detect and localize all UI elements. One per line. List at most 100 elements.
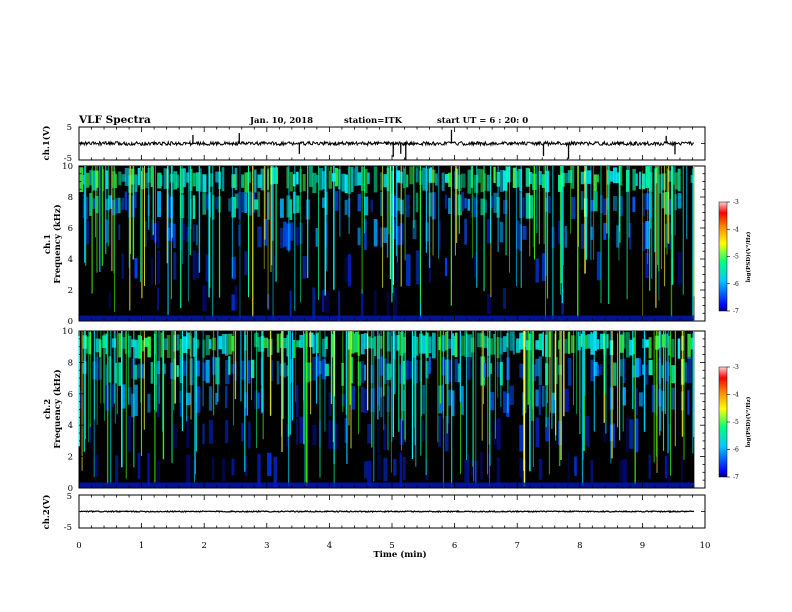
spectrogram-cell (215, 196, 219, 210)
spectrogram-cell (344, 418, 348, 444)
spectrogram-cell (302, 174, 306, 192)
spectrogram-cell (622, 459, 628, 485)
spectrogram-cell (157, 250, 161, 284)
spectrogram-cell (231, 458, 235, 476)
spectrogram-cell (606, 197, 609, 210)
spectrogram-cell (596, 251, 601, 281)
spectrogram-cell (425, 332, 429, 358)
spectrogram-cell (263, 218, 268, 246)
spectrogram-cell (596, 174, 599, 183)
spectrogram-cell (622, 387, 626, 406)
ch1-ytick-bottom: -5 (64, 154, 72, 164)
spectrogram-cell (302, 256, 307, 279)
spectrogram-cell (115, 455, 119, 483)
spectrogram-cell (212, 456, 215, 480)
spectrogram-cell (137, 167, 140, 186)
spectrogram-cell (473, 197, 477, 218)
spectrogram-cell (671, 387, 675, 410)
spectrogram-cell (257, 191, 260, 217)
spectrogram-cell (189, 335, 192, 357)
spectrogram-cell (587, 170, 592, 184)
ch2-colorbar-gradient (718, 366, 728, 478)
spectrogram-cell (393, 458, 397, 476)
x-axis-tick-labels: 0 1 2 3 4 5 6 7 8 9 10 (76, 541, 710, 551)
spectrogram-cell (157, 287, 160, 311)
spectrogram-cell (428, 257, 431, 283)
spectrogram-cell (108, 356, 112, 383)
spectrogram-cell (661, 173, 666, 191)
spectrogram-cell (186, 172, 190, 183)
spectrogram-cell (600, 195, 604, 214)
spectrogram-cell (486, 453, 491, 479)
spectrogram-cell (444, 257, 448, 276)
spectrogram-cell (402, 456, 406, 481)
spectrogram-cell (667, 362, 671, 376)
spectrogram-cell (105, 364, 108, 386)
spectrogram-cell (687, 356, 692, 384)
spectrogram-cell (486, 337, 490, 357)
ch2-colorbar-label: log(PSD)(V²/Hz) (745, 396, 752, 447)
ch1-spectrogram-panel: 0 2 4 6 8 10 ch.1 Frequency (kHz) (43, 162, 706, 327)
spectrogram-cell (593, 191, 598, 212)
spectrogram-cell (134, 192, 137, 208)
spectrogram-cell (516, 220, 520, 250)
spectrogram-cell (296, 195, 300, 213)
spectrogram-cell (134, 364, 138, 380)
spectrogram-cell (315, 332, 319, 354)
spectrogram-cell (157, 172, 162, 189)
spectrogram-cell (483, 199, 487, 213)
spectrogram-cell (406, 174, 409, 188)
spectrogram-cell (574, 456, 577, 476)
spectrogram-cell (144, 172, 149, 189)
spectrogram-cell (92, 170, 97, 191)
spectrogram-cell (503, 288, 506, 309)
spectrogram-cell (415, 359, 418, 384)
spectrogram-cell (173, 252, 177, 280)
spectrogram-cell (166, 334, 171, 358)
spectrogram-cell (528, 195, 534, 219)
ch1-spectrogram-ticks: 0 2 4 6 8 10 (62, 162, 706, 327)
spectrogram-cell (667, 222, 673, 250)
spectrogram-cell (642, 193, 645, 216)
spectrogram-cell (166, 227, 171, 241)
spectrogram-cell (111, 384, 114, 407)
spectrogram-cell (570, 196, 576, 219)
spectrogram-cell (396, 255, 399, 283)
spectrogram-cell (192, 172, 196, 187)
spectrogram-cell (312, 287, 316, 319)
spectrogram-cell (664, 361, 669, 382)
spectrogram-cell (367, 336, 372, 349)
spectrogram-cell (195, 172, 201, 192)
spectrogram-cell (383, 424, 387, 451)
spectrogram-cell (412, 220, 417, 239)
spectrogram-cell (567, 331, 571, 354)
spectrogram-cell (95, 338, 101, 353)
x-tick-label: 5 (389, 541, 394, 551)
spectrogram-cell (587, 415, 590, 448)
spectrogram-cell (545, 416, 550, 442)
spectrogram-cell (82, 174, 86, 185)
spectrogram-cell (364, 196, 369, 216)
spectrogram-cell (312, 172, 317, 193)
spectrogram-cell (538, 458, 543, 480)
spectrogram-cell (315, 356, 320, 377)
spectrogram-cell (431, 169, 436, 183)
y-tick-label: 4 (68, 255, 73, 265)
spectrogram-cell (312, 334, 315, 354)
spectrogram-cell (364, 461, 369, 479)
spectrogram-cell (89, 170, 92, 186)
spectrogram-cell (131, 393, 135, 418)
spectrogram-cell (192, 224, 195, 242)
spectrogram-cell (234, 193, 239, 209)
spectrogram-cell (85, 220, 90, 245)
ch1-ytick-top: 5 (67, 123, 72, 133)
spectrogram-cell (645, 193, 649, 210)
spectrogram-cell (486, 219, 490, 244)
spectrogram-cell (318, 360, 323, 375)
spectrogram-cell (625, 416, 630, 453)
ch1-colorbar-ticks: -3 -4 -5 -6 -7 (727, 199, 739, 315)
spectrogram-cell (163, 338, 168, 350)
spectrogram-cell (328, 420, 332, 450)
spectrogram-cell (195, 386, 201, 413)
spectrogram-cell (267, 339, 270, 357)
